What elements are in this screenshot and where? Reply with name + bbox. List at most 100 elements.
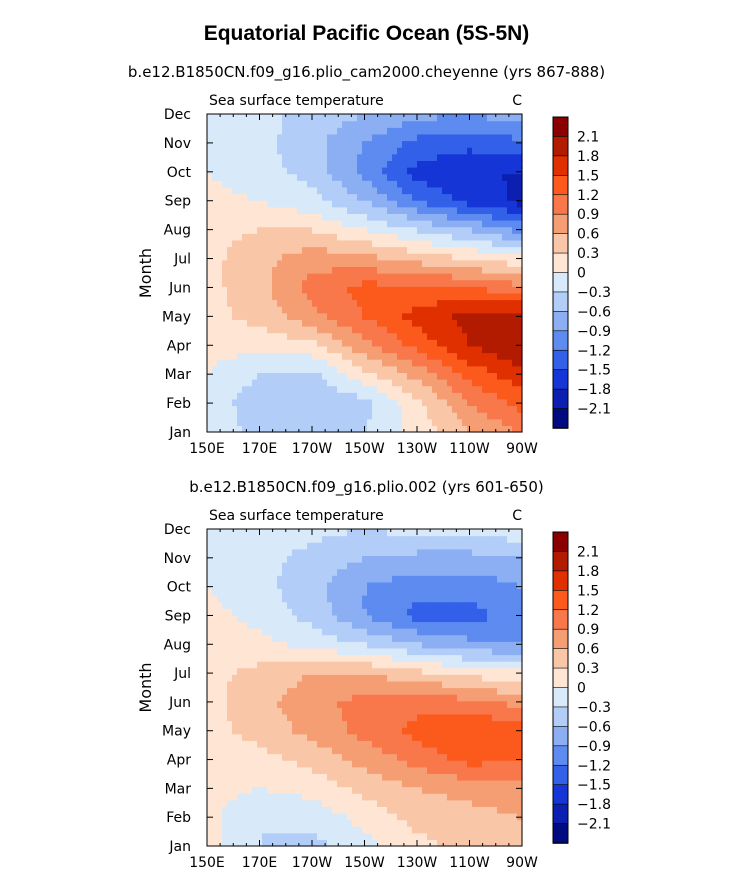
heatmap-cell (232, 700, 238, 708)
colorbar-swatch (552, 311, 569, 332)
heatmap-cell (267, 740, 273, 748)
heatmap-cell (352, 674, 358, 682)
heatmap-cell (377, 372, 383, 380)
heatmap-cell (327, 760, 333, 768)
heatmap-cell (292, 133, 298, 142)
heatmap-cell (362, 133, 368, 142)
heatmap-cell (217, 147, 223, 155)
heatmap-cell (277, 239, 283, 248)
heatmap-cell (322, 266, 328, 274)
heatmap-cell (212, 839, 218, 847)
heatmap-cell (517, 365, 523, 373)
heatmap-cell (502, 773, 508, 781)
x-tick-label: 150E (189, 441, 225, 457)
heatmap-cell (307, 206, 313, 214)
heatmap-cell (327, 239, 333, 248)
heatmap-cell (332, 339, 338, 347)
heatmap-cell (357, 365, 363, 373)
heatmap-cell (392, 839, 398, 847)
heatmap-cell (512, 246, 518, 254)
heatmap-cell (302, 319, 308, 327)
heatmap-cell (397, 352, 403, 360)
heatmap-cell (297, 661, 303, 669)
heatmap-cell (442, 832, 448, 840)
heatmap-cell (427, 319, 433, 327)
heatmap-cell (432, 385, 438, 393)
heatmap-cell (232, 826, 238, 834)
heatmap-cell (482, 253, 488, 261)
heatmap-cell (367, 114, 373, 122)
heatmap-cell (402, 398, 408, 407)
heatmap-cell (492, 253, 498, 261)
heatmap-cell (427, 385, 433, 393)
heatmap-cell (212, 160, 218, 168)
heatmap-cell (377, 786, 383, 794)
heatmap-cell (372, 233, 378, 241)
heatmap-cell (452, 213, 458, 221)
heatmap-cell (347, 180, 353, 188)
heatmap-cell (482, 412, 488, 420)
heatmap-cell (287, 306, 293, 314)
colorbar-swatch (552, 388, 569, 410)
heatmap-cell (437, 405, 443, 413)
heatmap-cell (332, 239, 338, 248)
heatmap-cell (207, 319, 213, 327)
heatmap-cell (282, 707, 288, 715)
heatmap-cell (392, 326, 398, 334)
heatmap-cell (517, 392, 523, 400)
heatmap-cell (427, 799, 433, 807)
heatmap-cell (272, 839, 278, 847)
heatmap-cell (442, 312, 448, 320)
heatmap-cell (237, 773, 243, 781)
heatmap-cell (457, 753, 463, 761)
heatmap-cell (337, 372, 343, 380)
heatmap-cell (382, 753, 388, 761)
heatmap-cell (227, 806, 233, 814)
heatmap-cell (467, 213, 473, 221)
heatmap-cell (377, 773, 383, 781)
heatmap-cell (222, 720, 228, 728)
heatmap-cell (222, 286, 228, 294)
heatmap-cell (487, 687, 493, 695)
heatmap-cell (517, 385, 523, 393)
heatmap-cell (487, 239, 493, 248)
heatmap-cell (267, 153, 273, 161)
heatmap-cell (357, 700, 363, 708)
heatmap-cell (417, 312, 423, 320)
heatmap-cell (282, 839, 288, 847)
heatmap-cell (257, 418, 263, 426)
heatmap-cell (502, 425, 508, 433)
heatmap-cell (257, 720, 263, 728)
heatmap-cell (422, 292, 428, 301)
heatmap-cell (447, 332, 453, 340)
heatmap-cell (232, 727, 238, 735)
heatmap-cell (232, 740, 238, 748)
heatmap-cell (497, 186, 503, 195)
heatmap-cell (367, 299, 373, 307)
heatmap-cell (377, 398, 383, 407)
heatmap-cell (432, 786, 438, 794)
heatmap-cell (297, 153, 303, 161)
heatmap-cell (267, 786, 273, 794)
heatmap-cell (342, 120, 348, 128)
heatmap-cell (212, 405, 218, 413)
heatmap-cell (272, 753, 278, 761)
heatmap-cell (412, 239, 418, 248)
heatmap-cell (412, 786, 418, 794)
heatmap-cell (382, 147, 388, 155)
heatmap-cell (232, 259, 238, 267)
heatmap-cell (247, 694, 253, 702)
heatmap-cell (382, 233, 388, 241)
heatmap-cell (452, 193, 458, 201)
heatmap-cell (397, 740, 403, 748)
heatmap-cell (332, 114, 338, 122)
heatmap-cell (417, 753, 423, 761)
heatmap-cell (372, 359, 378, 367)
heatmap-cell (387, 173, 393, 181)
heatmap-cell (447, 253, 453, 261)
heatmap-cell (462, 398, 468, 407)
heatmap-cell (217, 186, 223, 195)
heatmap-cell (492, 173, 498, 181)
heatmap-cell (467, 819, 473, 827)
heatmap-cell (407, 180, 413, 188)
